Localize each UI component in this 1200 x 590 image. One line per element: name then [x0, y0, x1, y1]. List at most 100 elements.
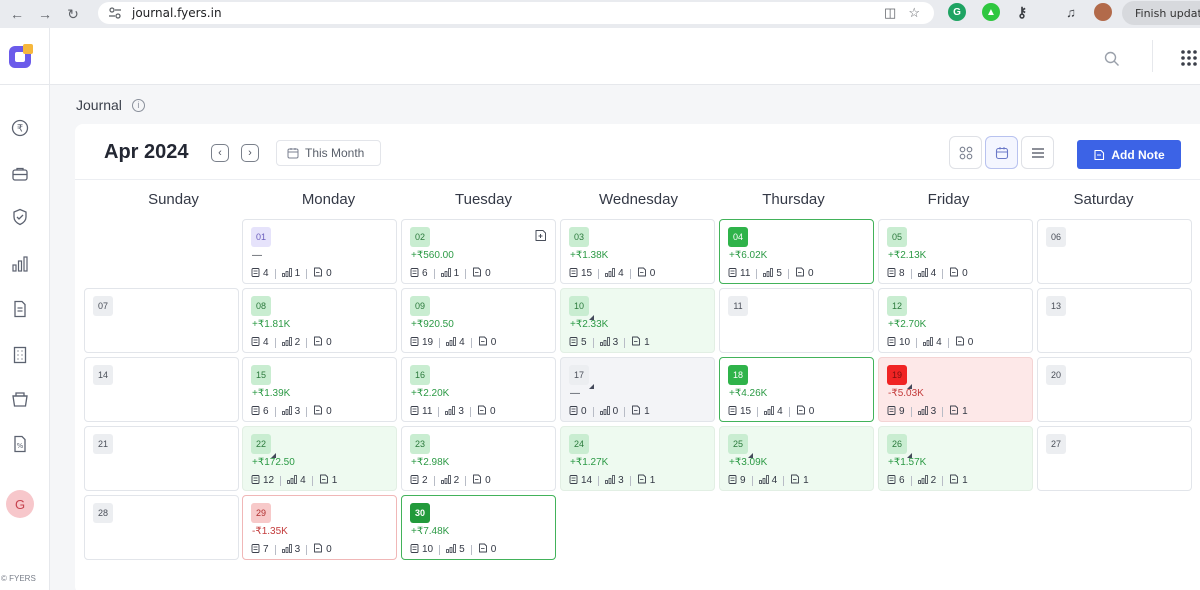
puzzle-extensions-icon[interactable]: ⚷ [1016, 3, 1028, 20]
calendar-day-cell[interactable]: 18 +₹4.26K 15 4 0 [719, 357, 874, 422]
rupee-icon[interactable]: ₹ [11, 119, 29, 137]
stat-orders: 5 [446, 543, 465, 556]
profile-avatar-icon[interactable] [1094, 3, 1112, 21]
calendar-day-cell[interactable]: 29 -₹1.35K 7 3 0 [242, 495, 397, 560]
media-control-icon[interactable]: ♫ [1066, 4, 1076, 20]
orders-icon [923, 336, 934, 349]
fyers-logo-icon[interactable] [8, 43, 34, 69]
calendar-day-cell[interactable]: 04 +₹6.02K 11 5 0 [719, 219, 874, 284]
cast-icon[interactable]: ◫ [884, 5, 897, 20]
day-pnl: — [570, 388, 580, 399]
report-icon[interactable]: % [11, 435, 29, 453]
date-number: 21 [97, 439, 108, 449]
notes-icon [472, 267, 482, 280]
stat-trades-value: 6 [899, 475, 905, 486]
calendar-day-cell[interactable]: 09 +₹920.50 19 4 0 [401, 288, 556, 353]
add-note-button[interactable]: Add Note [1077, 140, 1181, 169]
next-month-button[interactable]: › [241, 144, 259, 162]
calendar-day-cell[interactable]: 12 +₹2.70K 10 4 0 [878, 288, 1033, 353]
calendar-day-cell[interactable]: 08 +₹1.81K 4 2 0 [242, 288, 397, 353]
reload-icon[interactable]: ↻ [67, 5, 79, 22]
grammarly-extension-icon[interactable]: G [948, 3, 966, 21]
calendar-day-cell[interactable]: 13 [1037, 288, 1192, 353]
calendar-day-cell[interactable]: 14 [84, 357, 239, 422]
day-stats: 14 3 1 [569, 474, 655, 487]
site-info-icon[interactable] [108, 7, 122, 19]
calendar-day-cell[interactable]: 03 +₹1.38K 15 4 0 [560, 219, 715, 284]
orders-icon [446, 543, 457, 556]
calendar-day-cell[interactable]: 23 +₹2.98K 2 2 0 [401, 426, 556, 491]
this-month-button[interactable]: This Month [276, 140, 381, 166]
stat-notes: 0 [949, 267, 968, 280]
forward-icon[interactable]: → [38, 6, 52, 22]
info-icon[interactable]: i [131, 98, 145, 112]
date-number: 27 [1050, 439, 1061, 449]
header-separator [1152, 40, 1153, 72]
notes-icon [955, 336, 965, 349]
grid-view-button[interactable] [949, 136, 982, 169]
orders-icon [599, 336, 610, 349]
calendar-day-cell[interactable]: 19 -₹5.03K 9 3 1 [878, 357, 1033, 422]
search-icon[interactable] [1104, 51, 1120, 67]
add-day-note-icon[interactable] [534, 229, 547, 247]
calendar-day-cell[interactable]: 28 [84, 495, 239, 560]
calendar-day-cell[interactable]: 11 [719, 288, 874, 353]
calendar-day-cell[interactable]: 26 +₹1.57K 6 2 1 [878, 426, 1033, 491]
stat-orders-value: 3 [618, 475, 624, 486]
list-view-button[interactable] [1021, 136, 1054, 169]
grid-view-icon [959, 146, 972, 159]
calendar-day-cell[interactable]: 27 [1037, 426, 1192, 491]
calendar-day-cell[interactable]: 16 +₹2.20K 11 3 0 [401, 357, 556, 422]
day-pnl: +₹3.09K [729, 457, 768, 468]
trades-icon [410, 267, 419, 280]
apps-grid-icon[interactable] [1180, 49, 1198, 67]
calendar-day-cell[interactable]: 06 [1037, 219, 1192, 284]
calendar-day-cell[interactable]: 24 +₹1.27K 14 3 1 [560, 426, 715, 491]
address-bar[interactable]: journal.fyers.in ◫ ☆ [98, 2, 934, 24]
calendar-view-button[interactable] [985, 136, 1018, 169]
shield-check-icon[interactable] [11, 208, 29, 226]
calendar-day-cell[interactable]: 15 +₹1.39K 6 3 0 [242, 357, 397, 422]
date-number: 15 [255, 370, 266, 380]
stat-orders: 3 [599, 336, 618, 349]
calendar-day-cell[interactable]: 17—0 0 1 [560, 357, 715, 422]
calendar-day-cell[interactable]: 30 +₹7.48K 10 5 0 [401, 495, 556, 560]
calendar-day-cell[interactable]: 20 [1037, 357, 1192, 422]
stat-separator [624, 337, 626, 348]
back-icon[interactable]: ← [10, 6, 24, 22]
calendar-day-cell[interactable]: 10 +₹2.33K 5 3 1 [560, 288, 715, 353]
trades-icon [887, 474, 896, 487]
calendar-day-cell[interactable]: 21 [84, 426, 239, 491]
prev-month-button[interactable]: ‹ [211, 144, 229, 162]
trades-icon [728, 267, 737, 280]
trades-icon [887, 267, 896, 280]
stat-trades-value: 15 [581, 268, 593, 279]
basket-icon[interactable] [11, 390, 29, 408]
finish-update-button[interactable]: Finish update [1122, 1, 1200, 25]
stat-orders: 4 [605, 267, 624, 280]
building-icon[interactable] [11, 346, 29, 364]
stat-notes-value: 0 [962, 268, 968, 279]
stat-separator [592, 406, 594, 417]
stat-separator [439, 337, 441, 348]
avatar[interactable]: G [6, 490, 34, 518]
green-extension-icon[interactable]: ▲ [982, 3, 1000, 21]
day-stats: 15 4 0 [728, 405, 814, 418]
calendar-day-cell[interactable]: 02 +₹560.00 6 1 0 [401, 219, 556, 284]
calendar-day-cell[interactable]: 01 —4 1 0 [242, 219, 397, 284]
bookmark-star-icon[interactable]: ☆ [908, 5, 920, 20]
note-icon [1094, 149, 1105, 160]
stat-notes: 0 [472, 267, 491, 280]
bar-chart-icon[interactable] [11, 255, 29, 273]
calendar-day-cell[interactable]: 22 +₹172.50 12 4 1 [242, 426, 397, 491]
orders-icon [763, 267, 774, 280]
day-stats: 4 2 0 [251, 336, 332, 349]
stat-separator [306, 268, 308, 279]
calendar-day-cell[interactable]: 07 [84, 288, 239, 353]
orders-icon [445, 405, 456, 418]
briefcase-icon[interactable] [11, 165, 29, 183]
day-stats: 5 3 1 [569, 336, 650, 349]
calendar-day-cell[interactable]: 05 +₹2.13K 8 4 0 [878, 219, 1033, 284]
calendar-day-cell[interactable]: 25 +₹3.09K 9 4 1 [719, 426, 874, 491]
document-icon[interactable] [11, 300, 29, 318]
